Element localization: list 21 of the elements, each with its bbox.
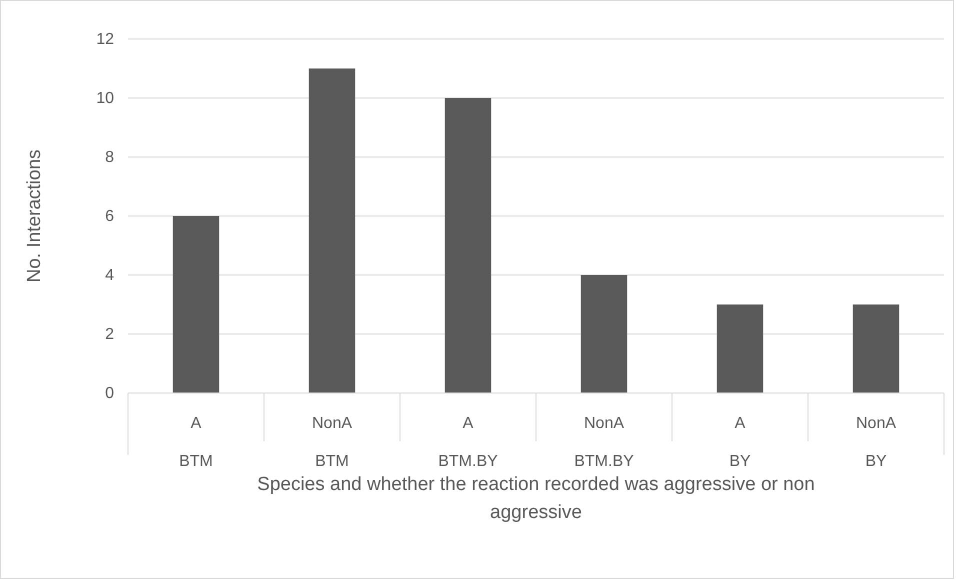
x-axis-title: Species and whether the reaction recorded was aggressive or non aggressive [257,474,815,523]
bar [852,304,900,393]
category-label: NonA BTM [312,415,352,470]
y-tick-label: 8 [105,149,114,166]
bar [444,98,492,393]
y-tick-label: 0 [105,385,114,402]
category-label: A BTM.BY [438,415,498,470]
category-label: NonA BTM.BY [574,415,634,470]
y-tick-label: 6 [105,208,114,226]
bar [716,304,764,393]
bar [308,68,356,393]
y-tick-label: 12 [96,31,114,48]
y-tick-label: 4 [105,267,114,284]
y-axis-title: No. Interactions [24,149,45,283]
bar [580,275,628,393]
bar [172,216,220,393]
y-tick-label: 10 [96,90,114,108]
category-label: A BY [729,415,751,470]
category-label: NonA BY [856,415,896,470]
category-label: A BTM [179,415,213,470]
y-tick-label: 2 [105,326,114,344]
